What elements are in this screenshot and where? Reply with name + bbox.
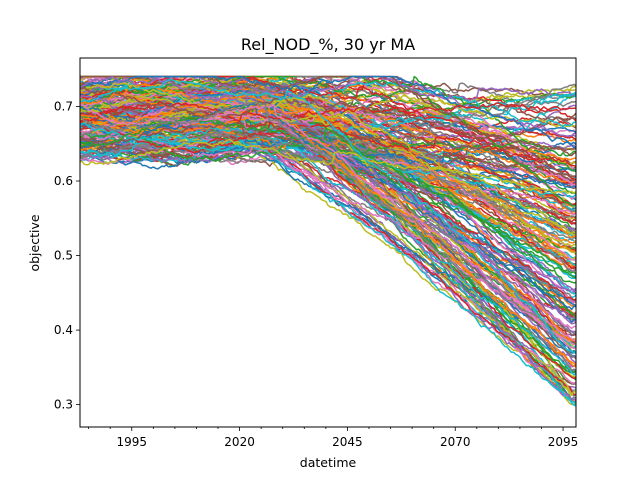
x-tick-label: 2020 <box>224 435 255 449</box>
series-line <box>80 86 576 401</box>
series-line <box>80 100 576 360</box>
series-line <box>80 75 576 181</box>
series-line <box>80 138 576 195</box>
series-group <box>80 75 576 407</box>
series-line <box>80 100 576 123</box>
y-tick-label: 0.4 <box>54 323 73 337</box>
y-tick-label: 0.7 <box>54 99 73 113</box>
plot-frame <box>79 57 577 428</box>
series-line <box>80 78 576 354</box>
series-line <box>80 122 576 155</box>
series-line <box>80 77 576 359</box>
x-tick-label: 2045 <box>332 435 363 449</box>
series-line <box>80 103 576 350</box>
series-line <box>80 122 576 182</box>
series-line <box>80 124 576 167</box>
y-axis: 0.3 0.4 0.5 0.6 0.7 <box>54 99 80 412</box>
series-line <box>80 82 576 234</box>
x-tick-label: 2070 <box>440 435 471 449</box>
series-line <box>80 75 576 319</box>
series-line <box>80 75 576 149</box>
chart-title: Rel_NOD_%, 30 yr MA <box>241 35 415 55</box>
y-tick-label: 0.3 <box>54 398 73 412</box>
x-axis: 1995 2020 2045 2070 2095 <box>88 427 579 449</box>
y-tick-label: 0.5 <box>54 249 73 263</box>
series-line <box>80 75 576 207</box>
y-tick-label: 0.6 <box>54 174 73 188</box>
series-line <box>80 121 576 405</box>
series-line <box>80 81 576 128</box>
series-line <box>80 117 576 372</box>
series-line <box>80 126 576 376</box>
series-line <box>80 89 576 184</box>
x-tick-label: 1995 <box>116 435 147 449</box>
series-line <box>80 94 576 366</box>
series-line <box>80 133 576 396</box>
series-line <box>80 86 576 157</box>
x-axis-label: datetime <box>300 455 357 470</box>
y-axis-label: objective <box>27 214 42 271</box>
series-line <box>80 138 576 292</box>
x-tick-label: 2095 <box>548 435 579 449</box>
series-line <box>80 127 576 342</box>
